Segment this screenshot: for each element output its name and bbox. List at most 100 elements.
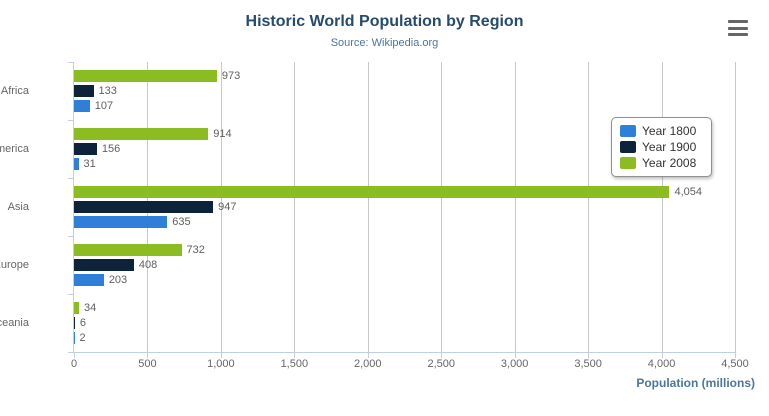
legend-item-year-1900[interactable]: Year 1900 [620,140,703,154]
x-axis-tick [220,352,222,358]
bar-row: 34 [74,302,735,314]
x-axis-tick [588,352,590,358]
x-tick-label: 3,000 [500,358,529,370]
gridline [514,62,516,352]
gridline [294,62,296,352]
bar-value-label: 408 [138,259,158,271]
bar-value-label: 133 [98,85,117,97]
x-tick-label: 4,500 [721,358,749,370]
category-band: 732 408 203 [74,236,735,294]
legend-swatch [620,157,636,169]
category-label-america: America [0,143,29,155]
y-axis-tick [68,178,74,179]
x-axis-tick [74,352,75,358]
bar-row: 914 [74,128,735,140]
bar-value-label: 914 [213,128,232,140]
x-tick-label: 0 [70,358,78,370]
bar-value-label: 107 [94,100,114,112]
bar-value-label: 6 [79,317,86,329]
bar-europe-year-2008[interactable] [74,244,182,256]
bar-oceania-year-2008[interactable] [74,302,79,314]
gridline [588,62,590,352]
bar-america-year-2008[interactable] [74,128,209,140]
bar-row: 107 [74,100,735,112]
bar-row: 732 [74,244,735,256]
bar-value-label: 635 [172,216,191,228]
x-tick-label: 2,000 [354,358,382,370]
hamburger-icon[interactable] [728,19,748,37]
legend-item-label: Year 1800 [642,124,697,138]
bar-america-year-1800[interactable] [74,158,79,170]
bar-row: 408 [74,259,735,271]
bar-europe-year-1900[interactable] [74,259,134,271]
legend-swatch [620,141,636,153]
bar-oceania-year-1900[interactable] [74,317,75,329]
bar-row: 635 [74,216,735,228]
legend-item-label: Year 2008 [642,156,697,170]
bar-value-label: 973 [221,70,241,82]
bar-value-label: 2 [79,332,86,344]
x-axis-tick [514,352,516,358]
x-tick-label: 500 [138,358,157,370]
x-axis-tick [441,352,443,358]
category-label-oceania: Oceania [0,317,29,329]
bar-row: 947 [74,201,735,213]
bar-africa-year-1900[interactable] [74,85,94,97]
x-tick-label: 2,500 [427,358,455,370]
gridline [367,62,369,352]
category-band: 914 156 31 [74,120,735,178]
y-axis-tick [68,352,74,353]
bar-america-year-1900[interactable] [74,143,97,155]
bar-asia-year-1800[interactable] [74,216,168,228]
gridline [735,62,736,352]
x-axis-tick [661,352,663,358]
legend-swatch [620,125,636,137]
legend-item-label: Year 1900 [642,140,697,154]
x-axis-title: Population (millions) [636,376,755,390]
y-axis-tick [68,62,74,63]
x-tick-label: 1,000 [207,358,235,370]
bar-row: 133 [74,85,735,97]
bar-asia-year-1900[interactable] [74,201,214,213]
x-axis-tick [367,352,369,358]
category-label-africa: Africa [0,85,29,97]
category-band: 973 133 107 [74,62,735,120]
x-tick-label: 3,500 [574,358,602,370]
chart-subtitle: Source: Wikipedia.org [330,37,439,49]
category-label-europe: Europe [0,259,29,271]
bar-row: 973 [74,70,735,82]
bar-row: 6 [74,317,735,329]
x-axis-tick [147,352,149,358]
x-axis-tick [735,352,736,358]
category-label-asia: Asia [7,201,29,213]
chart-title: Historic World Population by Region [245,13,524,30]
x-tick-label: 4,000 [647,358,676,370]
bar-value-label: 732 [186,244,205,256]
x-axis-tick [294,352,296,358]
gridline [661,62,663,352]
hamburger-bar [728,20,748,23]
bar-row: 2 [74,332,735,344]
legend-item-year-1800[interactable]: Year 1800 [620,124,703,138]
bar-africa-year-1800[interactable] [74,100,90,112]
bar-africa-year-2008[interactable] [74,70,217,82]
legend: Year 1800 Year 1900 Year 2008 [611,117,712,177]
hamburger-bar [728,33,748,36]
bar-asia-year-2008[interactable] [74,186,670,198]
category-band: 4,054 947 635 [74,178,735,236]
bar-value-label: 4,054 [674,186,703,198]
legend-item-year-2008[interactable]: Year 2008 [620,156,703,170]
y-axis-tick [68,236,74,237]
bar-row: 203 [74,274,735,286]
bar-oceania-year-1800[interactable] [74,332,75,344]
bar-value-label: 156 [101,143,121,155]
gridline [220,62,222,352]
bar-row: 4,054 [74,186,735,198]
y-axis-tick [68,120,74,121]
bar-europe-year-1800[interactable] [74,274,104,286]
bar-row: 31 [74,158,735,170]
gridline [441,62,443,352]
x-tick-label: 1,500 [280,358,309,370]
bar-value-label: 31 [83,158,96,170]
